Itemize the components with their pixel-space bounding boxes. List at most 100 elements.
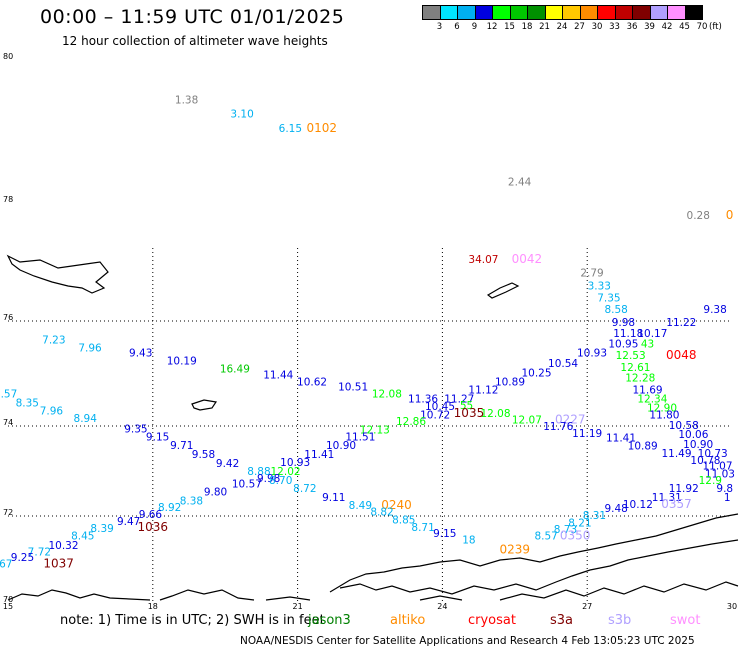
pass-time-label: 0239 xyxy=(500,543,531,557)
latitude-tick-label: 80 xyxy=(3,52,13,61)
wave-height-label: 10.32 xyxy=(48,540,78,552)
pass-time-label: 0350 xyxy=(560,528,591,542)
wave-height-label: 11.92 xyxy=(669,483,699,495)
latitude-tick-label: 74 xyxy=(3,418,13,427)
pass-time-label: 1035 xyxy=(454,406,485,420)
wave-height-label: 11.27 xyxy=(444,394,474,406)
colorbar-tick-label: 9 xyxy=(471,22,478,32)
wave-height-label: 9.8 xyxy=(716,483,733,495)
wave-height-label: 8.39 xyxy=(90,523,113,535)
colorbar-tick-label: 45 xyxy=(679,22,690,32)
wave-height-label: 9.15 xyxy=(146,431,169,443)
wave-height-label: 11.12 xyxy=(468,384,498,396)
wave-height-label: 2.44 xyxy=(508,177,532,189)
wave-height-label: 8.57 xyxy=(0,388,17,400)
wave-height-label: 9.42 xyxy=(216,458,239,470)
colorbar-tick-label: 12 xyxy=(486,22,498,32)
wave-height-label: 10.25 xyxy=(521,367,551,379)
colorbar-unit: (ft) xyxy=(709,22,722,32)
wave-height-label: 8.82 xyxy=(370,507,393,519)
longitude-tick-label: 30 xyxy=(727,602,737,611)
wave-height-label: 8.94 xyxy=(74,413,98,425)
longitude-tick-label: 27 xyxy=(582,602,592,611)
wave-height-label: 11.03 xyxy=(705,468,735,480)
wave-height-label: 12.34 xyxy=(637,394,667,406)
wave-height-label: 12.53 xyxy=(616,350,646,362)
legend-satellite-altiko: altiko xyxy=(390,613,426,628)
colorbar-tick-label: 3 xyxy=(436,22,443,32)
finnmark-fjords xyxy=(339,539,739,601)
wave-height-label: 9.98 xyxy=(257,473,280,485)
page-subtitle: 12 hour collection of altimeter wave hei… xyxy=(62,34,328,48)
wave-height-label: 11.49 xyxy=(661,448,691,460)
latitude-tick-label: 72 xyxy=(3,508,13,517)
colorbar-tick-label: 6 xyxy=(454,22,460,32)
wave-height-label: 8.38 xyxy=(180,495,203,507)
legend-note: note: 1) Time is in UTC; 2) SWH is in fe… xyxy=(60,613,325,628)
axis-tick-labels: 15 18 21 24 27 30 80 78 76 74 72 70 xyxy=(3,52,737,611)
wave-height-label: 12.13 xyxy=(360,425,390,437)
bear-island xyxy=(191,399,218,411)
wave-height-label: 10.73 xyxy=(698,448,728,460)
wave-height-label: 55 xyxy=(460,400,473,412)
wave-height-label: 10.06 xyxy=(678,429,708,441)
wave-height-label: 8.67 xyxy=(0,558,12,570)
wave-height-label: 7.96 xyxy=(40,405,64,417)
altimeter-observations: 1.38 3.10 6.15 0102 2.44 0.28 0 34.07 0042 2.793.… xyxy=(0,94,735,570)
wave-height-label: 10.17 xyxy=(637,328,667,340)
wave-height-label: 11.69 xyxy=(633,384,663,396)
wave-height-label: 11.22 xyxy=(666,317,696,329)
wave-height-label: 1.38 xyxy=(175,94,198,106)
wave-height-label: 8.57 xyxy=(534,530,557,542)
wave-height-label: 8.49 xyxy=(349,500,372,512)
wave-height-label: 11.31 xyxy=(652,492,682,504)
wave-height-label: 9.47 xyxy=(117,516,140,528)
wave-height-label: 8.88 xyxy=(247,466,270,478)
wave-height-label: 11.41 xyxy=(304,449,334,461)
wave-height-label: 10.45 xyxy=(425,401,455,413)
wave-height-label: 12.07 xyxy=(512,415,542,427)
colorbar-tick-label: 18 xyxy=(521,22,533,32)
wave-height-label: 10.89 xyxy=(495,376,525,388)
wave-height-label: 10.93 xyxy=(577,348,607,360)
colorbar-swatch xyxy=(684,5,703,20)
hopen-island xyxy=(486,282,520,299)
pass-time-label: 0 xyxy=(726,208,734,222)
wave-height-label: 8.85 xyxy=(392,514,415,526)
wave-height-label: 8.92 xyxy=(158,502,181,514)
wave-height-label: 11.36 xyxy=(408,394,438,406)
latitude-tick-label: 76 xyxy=(3,313,13,322)
wave-height-label: 12.08 xyxy=(480,408,510,420)
wave-height-label: 11.44 xyxy=(263,370,293,382)
wave-height-label: 11.41 xyxy=(606,432,636,444)
wave-height-label: 43 xyxy=(641,339,654,351)
svalbard-coast xyxy=(6,254,109,294)
wave-height-label: 7.96 xyxy=(78,342,102,354)
wave-height-label: 8.72 xyxy=(293,483,316,495)
wave-height-label: 7.23 xyxy=(42,334,65,346)
colorbar-tick-label: 27 xyxy=(574,22,585,32)
colorbar-tick-label: 33 xyxy=(609,22,620,32)
wave-height-label: 11.18 xyxy=(613,328,643,340)
colorbar-tick-label: 21 xyxy=(539,22,550,32)
colorbar-tick-label: 36 xyxy=(626,22,638,32)
wave-height-label: 9.35 xyxy=(124,423,147,435)
wave-height-label: 9.98 xyxy=(612,317,635,329)
credit-line: NOAA/NESDIS Center for Satellite Applica… xyxy=(240,635,695,647)
pass-time-label: 0357 xyxy=(661,497,692,511)
wave-height-label: 11.80 xyxy=(649,409,679,421)
wave-height-label: 8.71 xyxy=(411,522,434,534)
latitude-tick-label: 78 xyxy=(3,195,13,204)
page-title: 00:00 – 11:59 UTC 01/01/2025 xyxy=(40,6,345,28)
legend-satellite-jason3: jason3 xyxy=(308,613,351,628)
pass-time-label: 0048 xyxy=(666,348,697,362)
wave-height-label: 8.21 xyxy=(568,517,591,529)
wave-height-label: 8.35 xyxy=(16,397,39,409)
wave-height-label: 1 xyxy=(724,492,731,504)
wave-height-label: 10.90 xyxy=(326,440,356,452)
wave-height-label: 10.90 xyxy=(683,439,713,451)
wave-height-label: 9.48 xyxy=(604,503,627,515)
land-outlines xyxy=(6,254,739,601)
colorbar-tick-label: 42 xyxy=(661,22,673,32)
